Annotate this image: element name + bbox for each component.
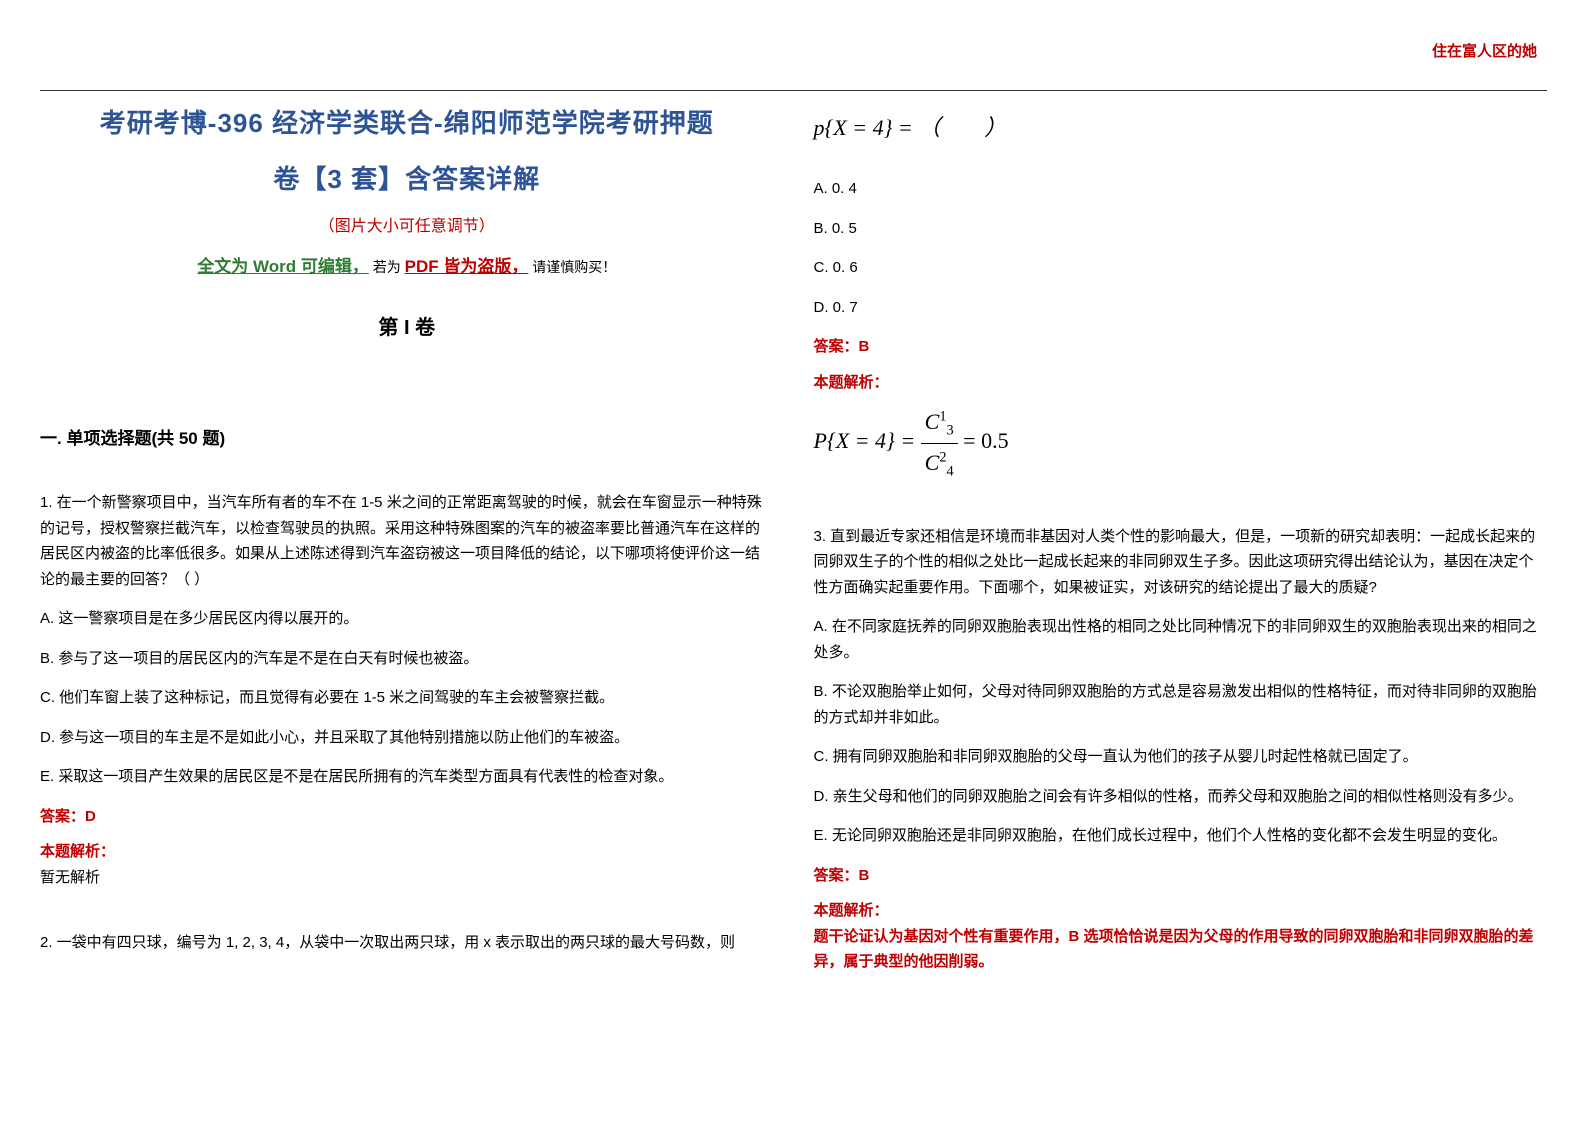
q2-formula-question: p{X = 4} = （ ） [814,109,1548,146]
q1-option-d: D. 参与这一项目的车主是不是如此小心，并且采取了其他特别措施以防止他们的车被盗… [40,725,774,751]
q3-analysis-label: 本题解析： [814,898,1548,924]
q2-answer: 答案：B [814,334,1548,360]
q1-option-b: B. 参与了这一项目的居民区内的汽车是不是在白天有时候也被盗。 [40,646,774,672]
subtitle: （图片大小可任意调节） [40,213,774,240]
title-line2: 卷【3 套】含答案详解 [40,157,774,201]
q1-stem: 1. 在一个新警察项目中，当汽车所有者的车不在 1-5 米之间的正常距离驾驶的时… [40,490,774,592]
q2-solution-formula: P{X = 4} = C13 C24 = 0.5 [814,403,1548,483]
q3-analysis: 题干论证认为基因对个性有重要作用，B 选项恰恰说是因为父母的作用导致的同卵双胞胎… [814,924,1548,975]
q3-option-e: E. 无论同卵双胞胎还是非同卵双胞胎，在他们成长过程中，他们个人性格的变化都不会… [814,823,1548,849]
frac-den-sup: 2 [939,450,946,466]
q3-answer: 答案：B [814,863,1548,889]
q1-analysis: 暂无解析 [40,865,774,891]
content-columns: 考研考博-396 经济学类联合-绵阳师范学院考研押题 卷【3 套】含答案详解 （… [40,101,1547,1015]
top-divider [40,90,1547,91]
question-3: 3. 直到最近专家还相信是环境而非基因对人类个性的影响最大，但是，一项新的研究却… [814,524,1548,975]
frac-num-sup: 1 [939,409,946,425]
warning-mid: 若为 [373,259,401,275]
warning-word-editable: 全文为 Word 可编辑， [197,257,369,276]
q2-option-d: D. 0. 7 [814,295,1548,321]
q1-option-e: E. 采取这一项目产生效果的居民区是不是在居民所拥有的汽车类型方面具有代表性的检… [40,764,774,790]
q1-option-a: A. 这一警察项目是在多少居民区内得以展开的。 [40,606,774,632]
frac-num-base: C [925,409,940,434]
warning-text: 全文为 Word 可编辑， 若为 PDF 皆为盗版， 请谨慎购买！ [40,253,774,282]
right-column: p{X = 4} = （ ） A. 0. 4 B. 0. 5 C. 0. 6 D… [814,101,1548,1015]
question-1: 1. 在一个新警察项目中，当汽车所有者的车不在 1-5 米之间的正常距离驾驶的时… [40,490,774,890]
q2-option-a: A. 0. 4 [814,176,1548,202]
frac-den-base: C [925,450,940,475]
q3-stem: 3. 直到最近专家还相信是环境而非基因对人类个性的影响最大，但是，一项新的研究却… [814,524,1548,601]
warning-suffix: 请谨慎购买！ [532,259,616,275]
q1-option-c: C. 他们车窗上装了这种标记，而且觉得有必要在 1-5 米之间驾驶的车主会被警察… [40,685,774,711]
q3-option-d: D. 亲生父母和他们的同卵双胞胎之间会有许多相似的性格，而养父母和双胞胎之间的相… [814,784,1548,810]
left-column: 考研考博-396 经济学类联合-绵阳师范学院考研押题 卷【3 套】含答案详解 （… [40,101,774,1015]
q2-option-b: B. 0. 5 [814,216,1548,242]
question-2-options: A. 0. 4 B. 0. 5 C. 0. 6 D. 0. 7 答案：B 本题解… [814,176,1548,483]
q1-answer: 答案：D [40,804,774,830]
volume-label: 第 I 卷 [40,311,774,345]
title-line1: 考研考博-396 经济学类联合-绵阳师范学院考研押题 [40,101,774,145]
q2-formula-lhs: P{X = 4} = [814,429,916,454]
q2-fraction: C13 C24 [921,403,958,483]
q2-stem: 2. 一袋中有四只球，编号为 1, 2, 3, 4，从袋中一次取出两只球，用 x… [40,930,774,956]
q2-frac-denominator: C24 [921,444,958,484]
q3-option-c: C. 拥有同卵双胞胎和非同卵双胞胎的父母一直认为他们的孩子从婴儿时起性格就已固定… [814,744,1548,770]
q2-option-c: C. 0. 6 [814,255,1548,281]
q2-frac-numerator: C13 [921,403,958,444]
q2-formula-result: = 0.5 [963,429,1008,454]
header-note: 住在富人区的她 [1432,40,1537,61]
q2-formula-prefix: p{X = 4} = （ ） [814,115,1007,140]
question-2-stem: 2. 一袋中有四只球，编号为 1, 2, 3, 4，从袋中一次取出两只球，用 x… [40,930,774,956]
frac-num-sub: 3 [947,423,954,439]
frac-den-sub: 4 [947,463,954,479]
q2-analysis-label: 本题解析： [814,370,1548,396]
section-1-header: 一. 单项选择题(共 50 题) [40,425,774,454]
warning-pdf-piracy: PDF 皆为盗版， [405,257,529,276]
q3-option-b: B. 不论双胞胎举止如何，父母对待同卵双胞胎的方式总是容易激发出相似的性格特征，… [814,679,1548,730]
q1-analysis-label: 本题解析： [40,839,774,865]
q3-option-a: A. 在不同家庭抚养的同卵双胞胎表现出性格的相同之处比同种情况下的非同卵双生的双… [814,614,1548,665]
